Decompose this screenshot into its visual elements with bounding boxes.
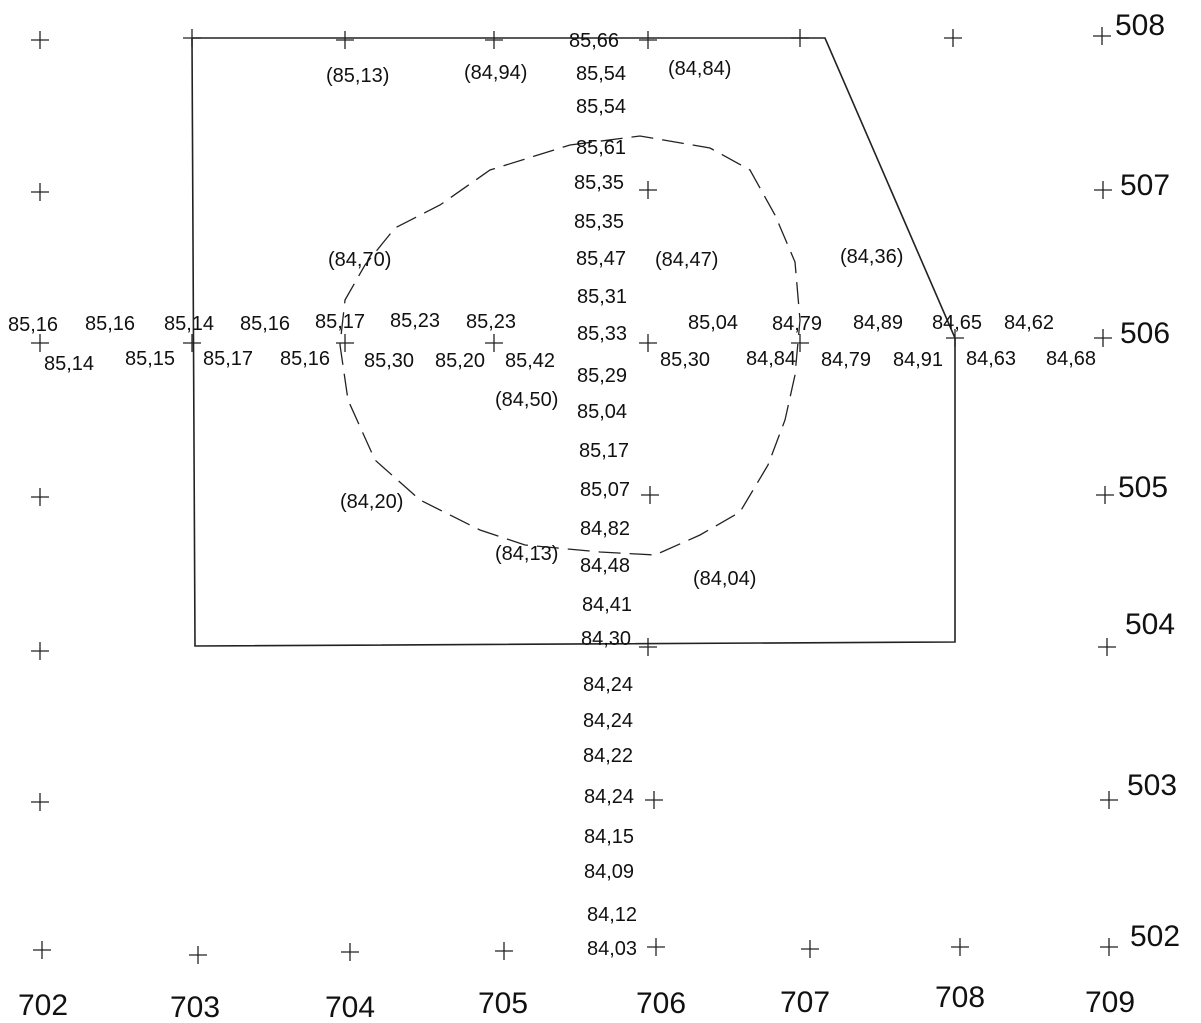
elevation-506u-9: 84,79: [772, 313, 822, 335]
spot-height-9: (84,13): [495, 543, 558, 565]
elevation-706-15: 84,48: [580, 555, 630, 577]
spot-height-7: (84,50): [495, 389, 558, 411]
elevation-706-21: 84,24: [584, 786, 634, 808]
elevations-row-506-lower: 85,14 85,15 85,17 85,16 85,30 85,20 85,4…: [44, 348, 1096, 375]
elevations-row-506-upper: 85,16 85,16 85,14 85,16 85,17 85,23 85,2…: [8, 310, 1054, 336]
elevation-706-19: 84,24: [583, 710, 633, 732]
grid-x-label-706: 706: [636, 987, 686, 1020]
spot-height-6: (84,36): [840, 246, 903, 268]
grid-x-label-707: 707: [780, 986, 830, 1019]
grid-y-label-504: 504: [1125, 608, 1175, 641]
elevation-506u-8: 85,04: [688, 312, 738, 334]
elevation-706-22: 84,15: [584, 826, 634, 848]
elevations-col-706: 85,66 85,54 85,54 85,61 85,35 85,35 85,4…: [569, 30, 637, 960]
elevation-506u-7: 85,23: [466, 311, 516, 333]
elevation-506l-4: 85,16: [280, 348, 330, 370]
spot-height-3: (84,84): [668, 58, 731, 80]
elevation-506u-4: 85,16: [240, 313, 290, 335]
elevation-506l-5: 85,30: [364, 350, 414, 372]
elevation-706-20: 84,22: [583, 745, 633, 767]
grid-y-label-506: 506: [1120, 317, 1170, 350]
elevation-506u-10: 84,89: [853, 312, 903, 334]
elevation-706-14: 84,82: [580, 518, 630, 540]
spot-height-8: (84,20): [340, 491, 403, 513]
elevation-706-2: 85,54: [576, 63, 626, 85]
spot-height-1: (85,13): [326, 65, 389, 87]
grid-y-label-507: 507: [1120, 169, 1170, 202]
spot-heights: (85,13) (84,94) (84,84) (84,70) (84,47) …: [326, 58, 903, 590]
grid-y-label-502: 502: [1130, 920, 1180, 953]
elevation-706-12: 85,17: [579, 440, 629, 462]
elevation-706-10: 85,29: [577, 365, 627, 387]
grid-x-label-705: 705: [478, 987, 528, 1020]
elevation-706-16: 84,41: [582, 594, 632, 616]
elevation-706-5: 85,35: [574, 172, 624, 194]
grid-x-label-709: 709: [1085, 986, 1135, 1019]
elevation-706-4: 85,61: [576, 137, 626, 159]
elevation-706-1: 85,66: [569, 30, 619, 52]
elevation-506u-6: 85,23: [390, 310, 440, 332]
elevation-506l-1: 85,14: [44, 353, 94, 375]
elevation-706-13: 85,07: [580, 479, 630, 501]
elevation-506u-12: 84,62: [1004, 312, 1054, 334]
elevation-706-7: 85,47: [576, 248, 626, 270]
grid-y-label-508: 508: [1115, 9, 1165, 42]
spot-height-5: (84,47): [655, 249, 718, 271]
elevation-506l-12: 84,63: [966, 348, 1016, 370]
grid-crosses: [31, 27, 1118, 964]
grid-x-label-704: 704: [325, 991, 375, 1023]
elevation-506l-10: 84,79: [821, 349, 871, 371]
elevation-706-23: 84,09: [584, 861, 634, 883]
elevation-506l-7: 85,42: [505, 350, 555, 372]
elevation-506u-1: 85,16: [8, 314, 58, 336]
grid-x-label-703: 703: [170, 991, 220, 1023]
elevation-506u-2: 85,16: [85, 313, 135, 335]
elevation-506l-9: 84,84: [746, 348, 796, 370]
mound-outline-dashed: [339, 135, 801, 556]
elevation-706-6: 85,35: [574, 211, 624, 233]
elevation-506l-8: 85,30: [660, 349, 710, 371]
grid-y-label-503: 503: [1127, 769, 1177, 802]
elevation-506l-11: 84,91: [893, 349, 943, 371]
elevation-706-3: 85,54: [576, 96, 626, 118]
elevation-706-8: 85,31: [577, 286, 627, 308]
elevation-706-11: 85,04: [577, 401, 627, 423]
elevation-506l-6: 85,20: [435, 350, 485, 372]
excavation-outline: [191, 37, 956, 647]
elevation-506u-11: 84,65: [932, 312, 982, 334]
elevation-506l-3: 85,17: [203, 348, 253, 370]
spot-height-4: (84,70): [328, 249, 391, 271]
elevation-506l-2: 85,15: [125, 348, 175, 370]
elevation-506u-5: 85,17: [315, 311, 365, 333]
elevation-706-9: 85,33: [577, 323, 627, 345]
elevation-706-25: 84,03: [587, 938, 637, 960]
grid-y-label-505: 505: [1118, 471, 1168, 504]
spot-height-2: (84,94): [464, 62, 527, 84]
elevation-706-24: 84,12: [587, 904, 637, 926]
elevation-506l-13: 84,68: [1046, 348, 1096, 370]
elevation-706-17: 84,30: [581, 628, 631, 650]
elevation-506u-3: 85,14: [164, 313, 214, 335]
spot-height-10: (84,04): [693, 568, 756, 590]
elevation-706-18: 84,24: [583, 674, 633, 696]
grid-x-label-708: 708: [935, 981, 985, 1014]
grid-x-label-702: 702: [18, 989, 68, 1022]
